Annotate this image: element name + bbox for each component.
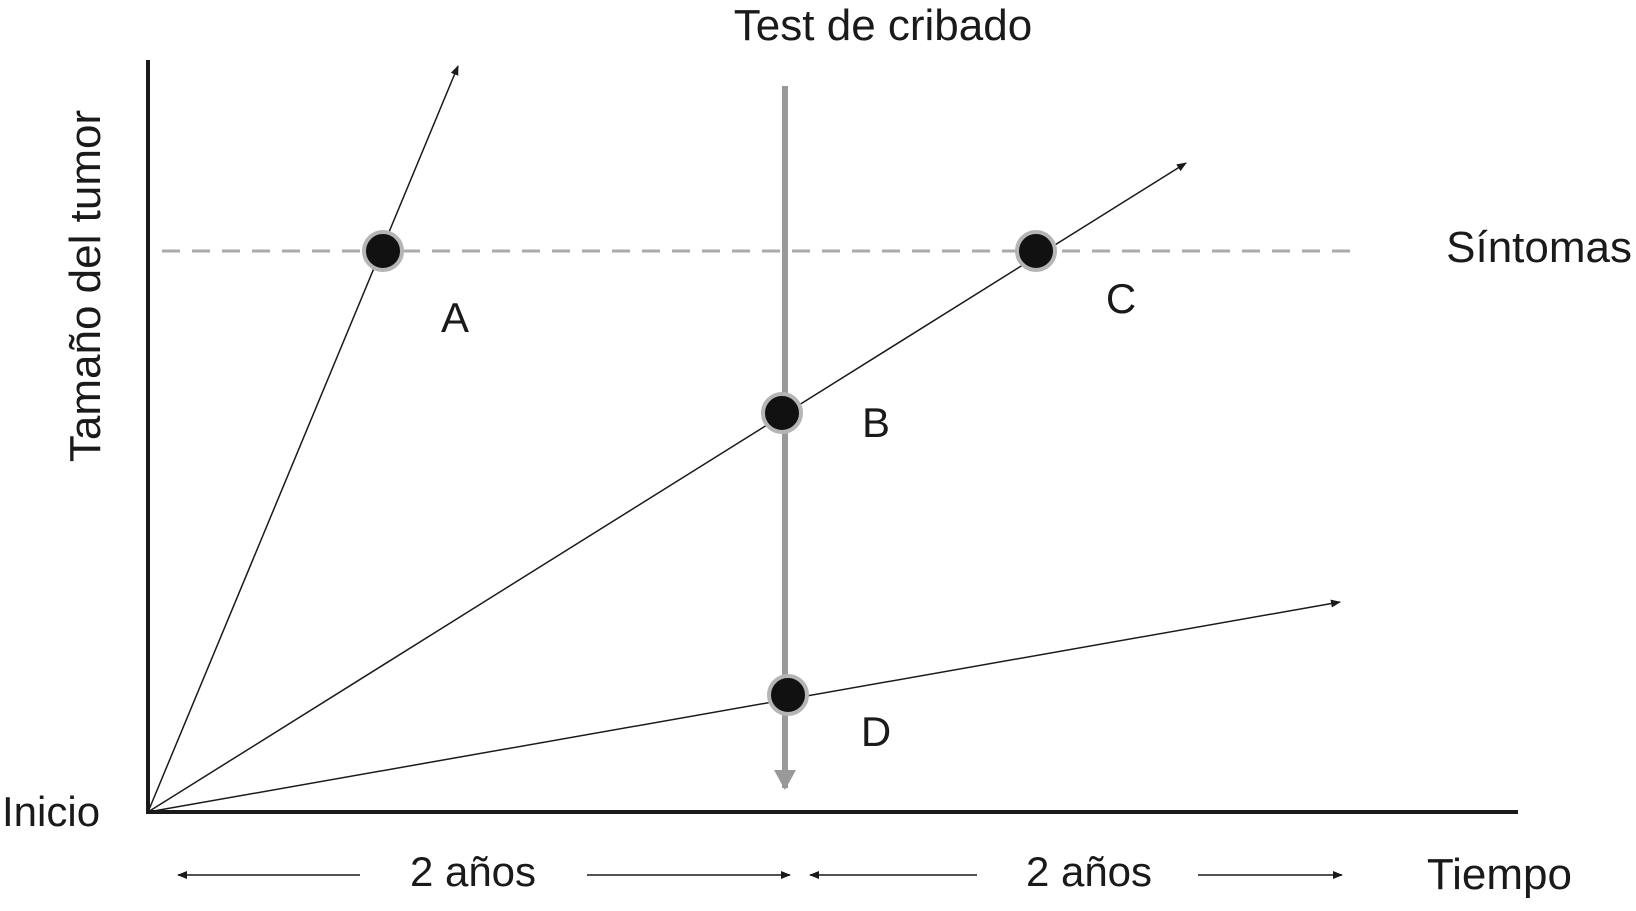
point-a [362,230,404,272]
symptoms-label: Síntomas [1446,223,1632,272]
point-d-label: D [861,708,891,755]
x-axis-label: Tiempo [1427,850,1572,899]
origin-label: Inicio [2,788,100,835]
point-d [767,674,809,716]
growth-line-bc [147,162,1187,813]
point-c-label: C [1106,275,1136,322]
screening-test-title: Test de cribado [734,1,1032,50]
growth-line-a [147,65,459,813]
point-b [761,392,803,434]
point-c [1015,230,1057,272]
y-axis-label: Tamaño del tumor [61,110,110,462]
growth-line-d [147,599,1341,813]
interval-1-label: 2 años [410,848,536,895]
interval-2-label: 2 años [1026,848,1152,895]
point-a-label: A [441,294,469,341]
point-b-label: B [862,399,890,446]
